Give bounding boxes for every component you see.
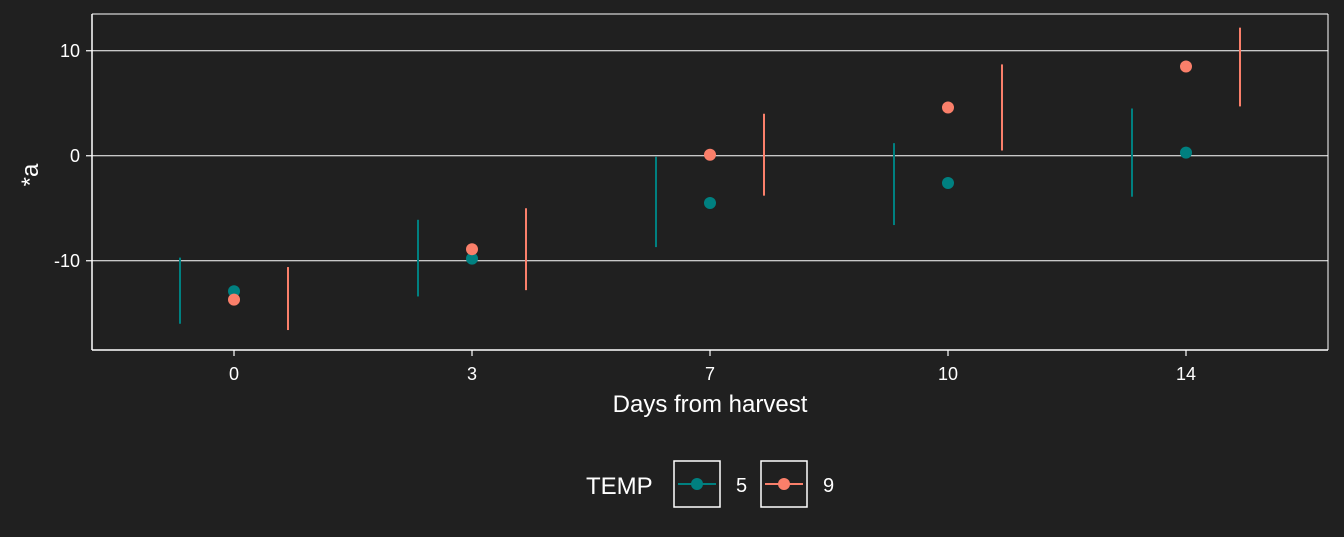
data-point-temp-9 [942,101,954,114]
x-axis-label: Days from harvest [613,391,808,418]
data-point-temp-5 [942,177,954,190]
x-tick-label: 14 [1176,364,1196,384]
y-tick-label: 0 [70,146,80,166]
data-point-temp-9 [1180,60,1192,73]
data-point-temp-5 [704,197,716,209]
x-tick-label: 10 [938,364,958,384]
data-point-temp-9 [466,243,478,256]
x-tick-label: 7 [705,364,715,384]
interval-lines [179,27,1241,331]
y-axis-label: *a [17,163,44,186]
x-tick-label: 0 [229,364,239,384]
x-tick-label: 3 [467,364,477,384]
legend-key-point [691,478,703,490]
legend-title: TEMP [586,473,653,500]
legend-entry-label: 9 [823,475,834,497]
y-tick-label: 10 [60,41,80,61]
legend-key-point [778,478,790,490]
legend-entry-label: 5 [736,475,747,497]
x-ticks: 0 3 7 10 14 [229,350,1196,384]
data-points [228,60,1192,306]
data-point-temp-5 [228,285,240,298]
data-point-temp-9 [704,148,716,161]
data-point-temp-5 [466,252,478,265]
y-ticks: -10 0 10 [54,41,92,271]
data-point-temp-5 [1180,146,1192,159]
data-point-temp-9 [228,293,240,306]
y-tick-label: -10 [54,251,80,271]
